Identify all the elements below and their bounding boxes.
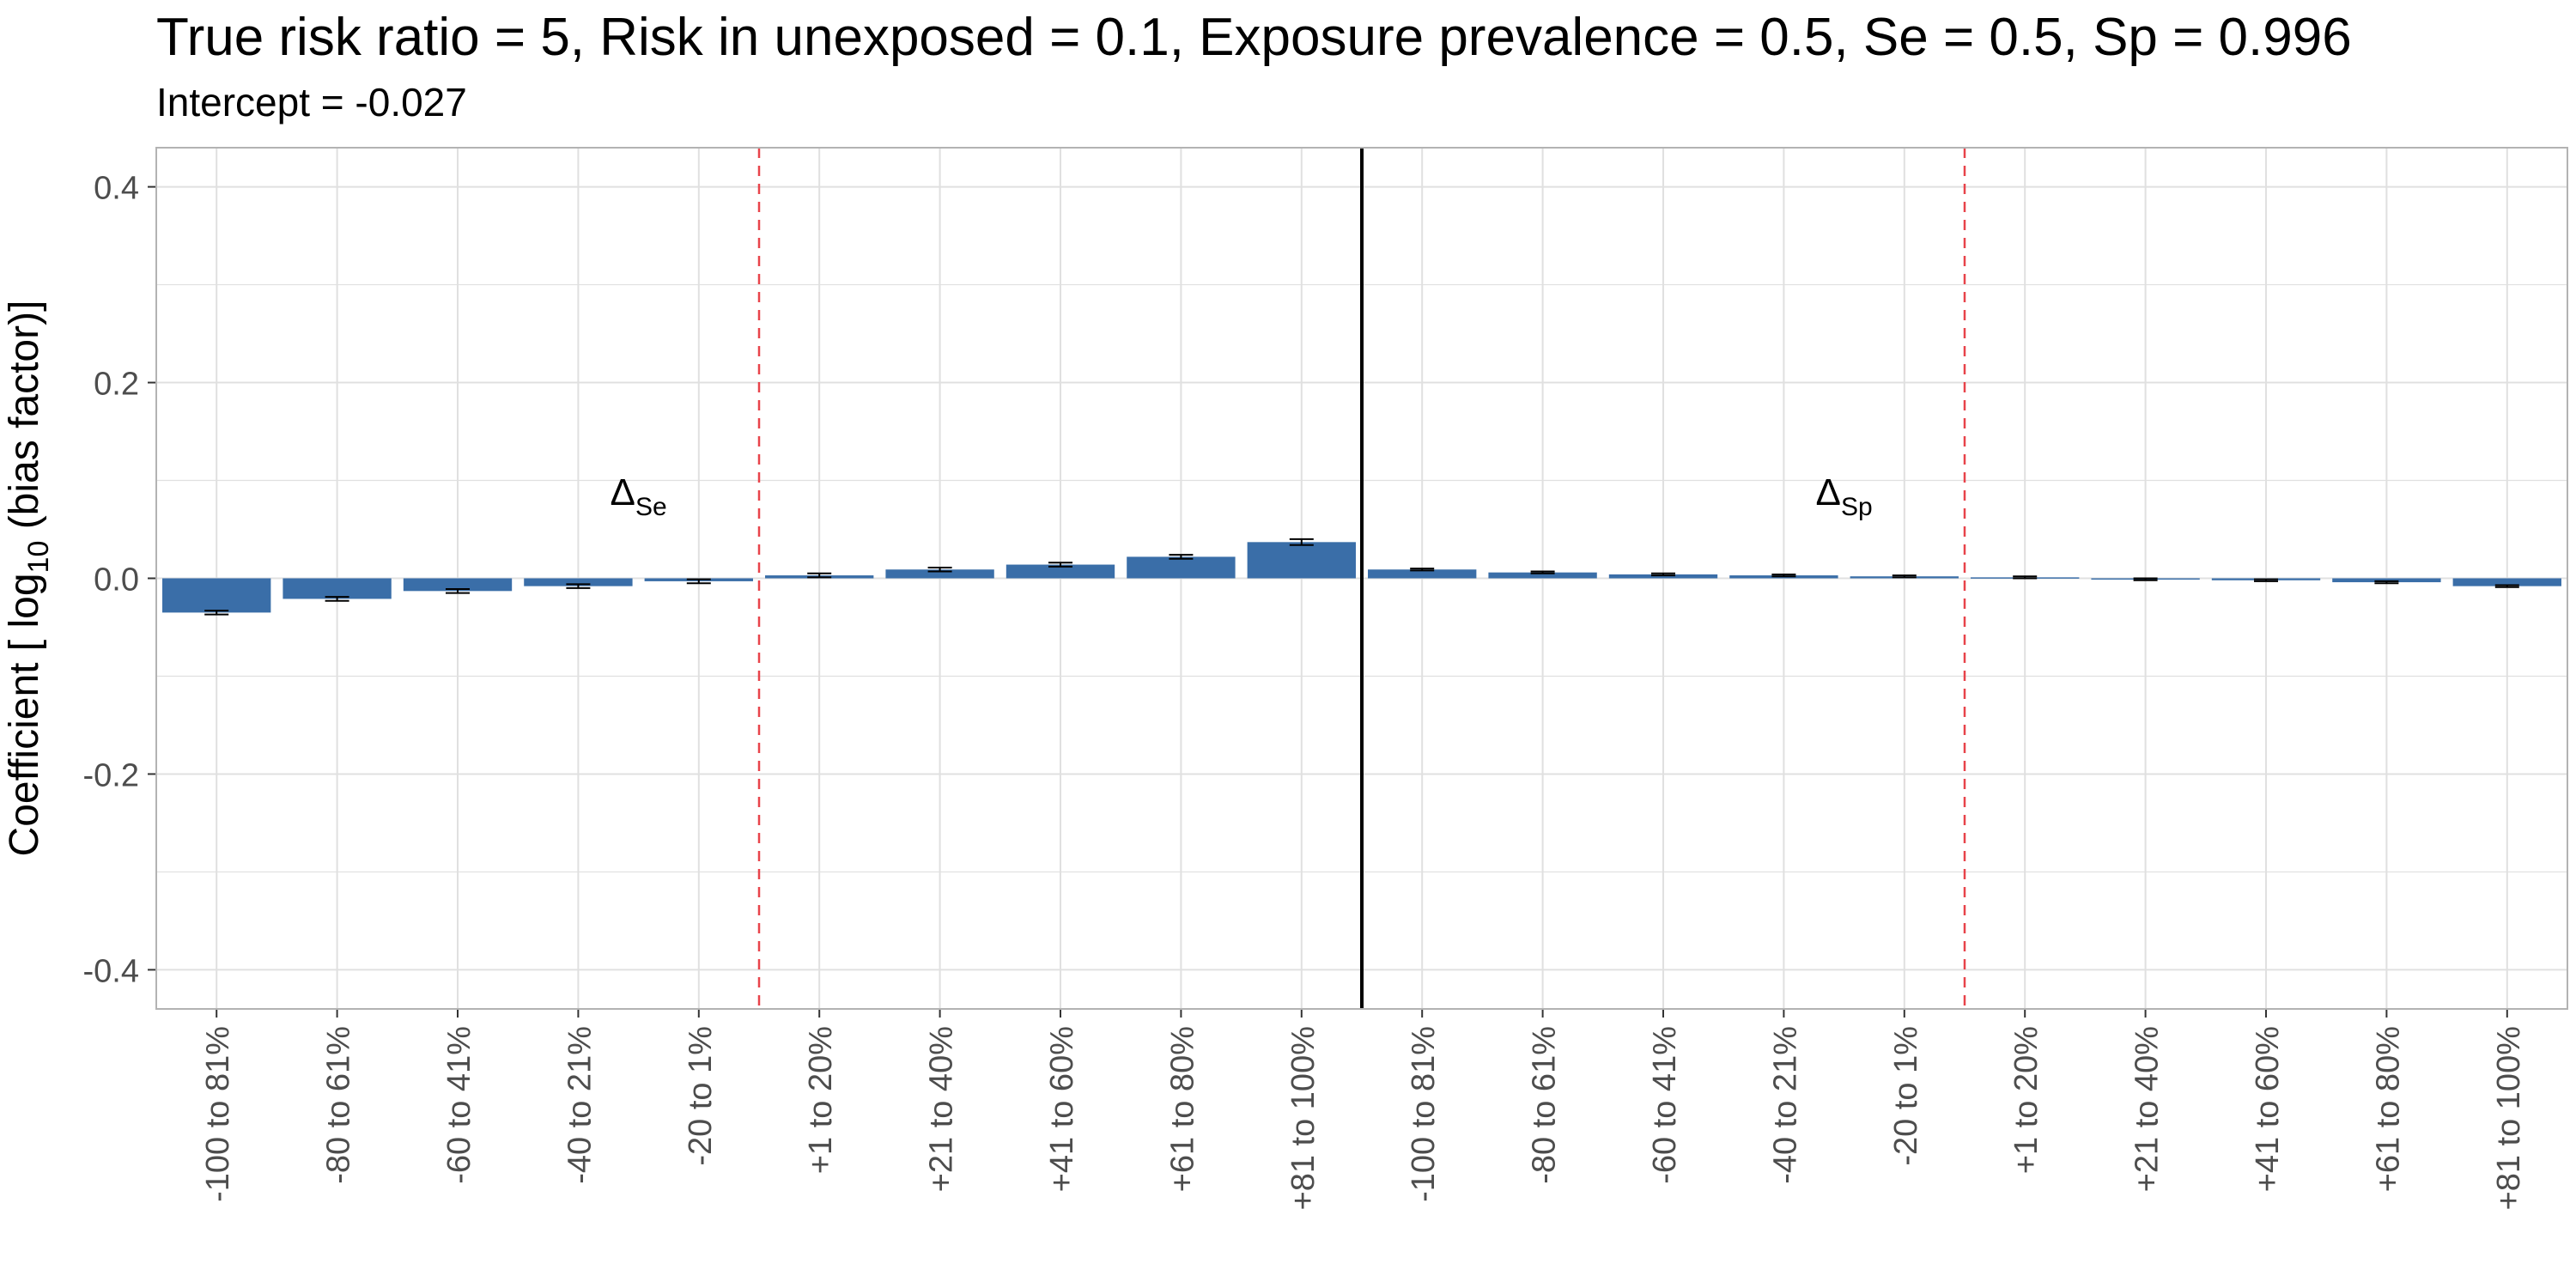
bar: [2332, 578, 2441, 583]
bar: [1005, 564, 1115, 579]
bars: [162, 538, 2561, 616]
group-label-sp: ΔSp: [1816, 471, 1873, 521]
y-axis-title: Coefficient [ log10 (bias factor)]: [2, 301, 55, 857]
bar: [1247, 542, 1356, 579]
x-tick-label: -80 to 61%: [1527, 1026, 1563, 1184]
bar: [524, 578, 633, 586]
x-tick-label: +1 to 20%: [803, 1026, 839, 1174]
x-tick-label: +61 to 80%: [1164, 1026, 1200, 1192]
y-tick-label: 0.0: [94, 562, 139, 598]
bar: [2452, 578, 2561, 586]
y-tick-label: 0.4: [94, 171, 139, 207]
x-tick-label: -20 to 1%: [1888, 1026, 1924, 1166]
x-tick-label: +41 to 60%: [1044, 1026, 1080, 1192]
x-tick-label: -100 to 81%: [1406, 1026, 1442, 1202]
x-tick-label: +41 to 60%: [2250, 1026, 2286, 1192]
x-tick-label: +81 to 100%: [1285, 1026, 1321, 1210]
group-label-se: ΔSe: [611, 471, 667, 521]
x-tick-label: +21 to 40%: [924, 1026, 960, 1192]
axes: -0.4 -0.2 0.0 0.2 0.4 -100 to 81% -80 to 61% -6…: [2, 171, 2527, 1211]
bar: [1368, 569, 1477, 579]
bar: [1488, 572, 1597, 579]
x-tick-label: -20 to 1%: [683, 1026, 719, 1166]
chart-subtitle: Intercept = -0.027: [156, 80, 467, 125]
chart-title: True risk ratio = 5, Risk in unexposed =…: [156, 8, 2352, 67]
x-tick-label: -60 to 41%: [441, 1026, 477, 1184]
bar: [885, 569, 994, 579]
bar: [1608, 574, 1718, 579]
bar: [162, 578, 271, 613]
x-tick-label: -40 to 21%: [562, 1026, 598, 1184]
panel-border: [155, 147, 2568, 1010]
y-tick-label: -0.4: [83, 953, 139, 989]
bar: [1127, 556, 1236, 579]
bar: [403, 578, 513, 592]
x-tick-label: -100 to 81%: [200, 1026, 236, 1202]
y-tick-label: -0.2: [83, 757, 139, 793]
bar: [283, 578, 392, 599]
x-tick-label: +1 to 20%: [2008, 1026, 2044, 1174]
reference-lines: ΔSe ΔSp: [611, 148, 1966, 1009]
x-tick-label: +61 to 80%: [2370, 1026, 2406, 1192]
x-tick-label: -80 to 61%: [321, 1026, 357, 1184]
x-tick-label: -60 to 41%: [1647, 1026, 1683, 1184]
x-tick-label: +21 to 40%: [2129, 1026, 2166, 1192]
y-tick-label: 0.2: [94, 367, 139, 403]
x-tick-label: -40 to 21%: [1767, 1026, 1803, 1184]
x-tick-label: +81 to 100%: [2491, 1026, 2527, 1210]
